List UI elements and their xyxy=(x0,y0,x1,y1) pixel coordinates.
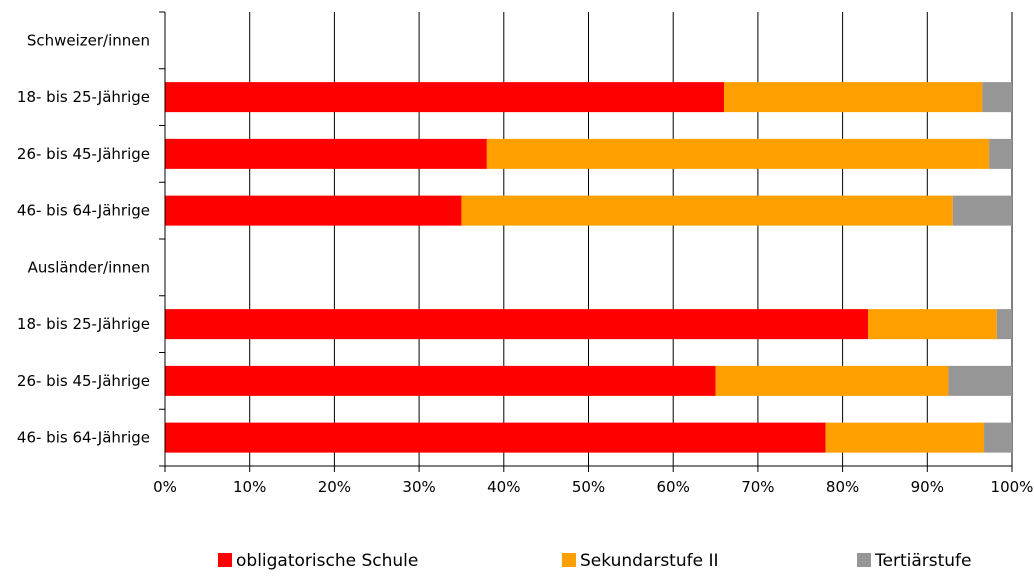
legend-label: obligatorische Schule xyxy=(236,551,418,571)
bar-segment xyxy=(724,82,983,113)
category-labels: Schweizer/innen 18- bis 25-Jährige 26- bis… xyxy=(17,31,150,446)
x-tick-label: 90% xyxy=(911,478,944,496)
bar-segment xyxy=(165,309,869,340)
legend-swatch xyxy=(562,553,576,567)
category-label: 18- bis 25-Jährige xyxy=(17,315,150,333)
legend-swatch xyxy=(218,553,232,567)
legend: obligatorische Schule Sekundarstufe II Ter… xyxy=(218,551,971,571)
category-label: 18- bis 25-Jährige xyxy=(17,88,150,106)
gridlines xyxy=(164,12,1013,466)
category-label: 46- bis 64-Jährige xyxy=(17,202,150,220)
legend-label: Tertiärstufe xyxy=(874,551,971,571)
bar-segment xyxy=(715,365,949,396)
bar-segment xyxy=(825,422,985,453)
bar-segment xyxy=(165,365,716,396)
x-tick-label: 70% xyxy=(741,478,774,496)
bars xyxy=(165,82,1012,453)
legend-swatch xyxy=(857,553,871,567)
bar-segment xyxy=(165,195,462,226)
bar-segment xyxy=(165,138,487,169)
category-label: Ausländer/innen xyxy=(28,258,150,276)
category-label: Schweizer/innen xyxy=(27,31,150,49)
axes xyxy=(159,11,1013,472)
bar-segment xyxy=(868,309,997,340)
category-label: 46- bis 64-Jährige xyxy=(17,429,150,447)
bar-segment xyxy=(996,309,1012,340)
bar-segment xyxy=(461,195,953,226)
bar-segment xyxy=(948,365,1012,396)
x-tick-label: 40% xyxy=(487,478,520,496)
x-tick-label: 60% xyxy=(657,478,690,496)
x-tick-label: 80% xyxy=(826,478,859,496)
bar-segment xyxy=(989,138,1012,169)
x-tick-labels: 0% 10% 20% 30% 40% 50% 60% 70% 80% 90% 100% xyxy=(153,478,1033,496)
x-tick-label: 10% xyxy=(233,478,266,496)
bar-segment xyxy=(165,82,725,113)
category-label: 26- bis 45-Jährige xyxy=(17,372,150,390)
bar-segment xyxy=(982,82,1012,113)
x-tick-label: 20% xyxy=(318,478,351,496)
x-tick-label: 100% xyxy=(991,478,1034,496)
category-label: 26- bis 45-Jährige xyxy=(17,145,150,163)
legend-label: Sekundarstufe II xyxy=(580,551,719,571)
x-tick-label: 30% xyxy=(402,478,435,496)
bar-segment xyxy=(984,422,1012,453)
bar-segment xyxy=(952,195,1012,226)
x-tick-label: 50% xyxy=(572,478,605,496)
bar-segment xyxy=(486,138,990,169)
x-tick-label: 0% xyxy=(153,478,177,496)
bar-segment xyxy=(165,422,826,453)
